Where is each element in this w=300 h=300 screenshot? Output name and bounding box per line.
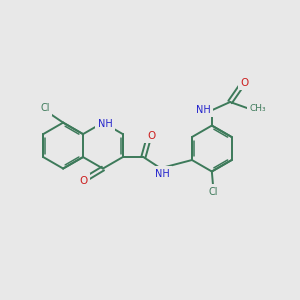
Text: CH₃: CH₃: [250, 104, 266, 113]
Text: Cl: Cl: [208, 187, 218, 196]
Text: O: O: [240, 78, 248, 88]
Text: O: O: [147, 130, 155, 141]
Text: NH: NH: [155, 169, 170, 178]
Text: O: O: [80, 176, 88, 186]
Text: NH: NH: [98, 119, 112, 129]
Text: NH: NH: [196, 105, 211, 115]
Text: Cl: Cl: [40, 103, 50, 113]
